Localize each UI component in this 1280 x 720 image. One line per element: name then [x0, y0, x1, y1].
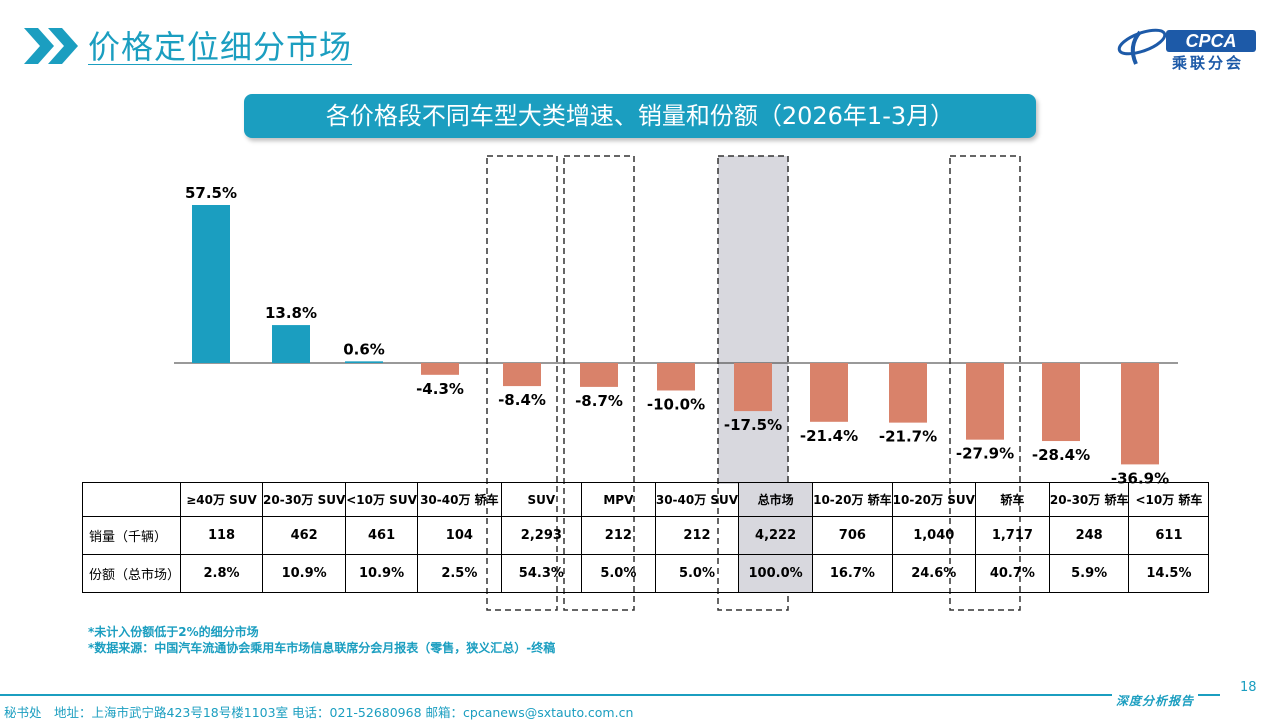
bar: [657, 363, 695, 391]
table-cell: 1,717: [974, 516, 1050, 555]
table-header-cell: 10-20万 SUV: [891, 482, 976, 517]
bar: [421, 363, 459, 375]
dashed-segment-box: [486, 155, 558, 611]
table-cell: 706: [812, 516, 893, 555]
dashed-segment-box: [717, 155, 789, 611]
table-header-cell: 总市场: [738, 482, 814, 517]
footnote-data-source: *数据来源：中国汽车流通协会乘用车市场信息联席分会月报表（零售，狭义汇总）-终稿: [88, 641, 556, 655]
bar-value-label: 57.5%: [185, 184, 237, 202]
bar: [1121, 363, 1159, 465]
bar: [272, 325, 310, 363]
bar: [345, 361, 383, 363]
bar-value-label: -8.7%: [575, 392, 623, 410]
table-cell: 212: [580, 516, 656, 555]
table-cell: 104: [416, 516, 502, 555]
table-header-cell: 轿车: [974, 482, 1050, 517]
bar: [580, 363, 618, 387]
dashed-segment-box: [949, 155, 1021, 611]
bar-value-label: -27.9%: [956, 445, 1014, 463]
table-cell: 461: [345, 516, 418, 555]
table-cell: 54.3%: [500, 554, 582, 593]
table-cell: 5.9%: [1048, 554, 1130, 593]
table-cell: 40.7%: [974, 554, 1050, 593]
table-header-cell: 20-30万 轿车: [1048, 482, 1130, 517]
table-cell: 611: [1128, 516, 1210, 555]
double-chevron-icon: [24, 28, 78, 64]
bar-value-label: -4.3%: [416, 380, 464, 398]
bar: [889, 363, 927, 423]
footnotes: *未计入份额低于2%的细分市场 *数据来源：中国汽车流通协会乘用车市场信息联席分…: [88, 624, 555, 656]
table-cell: 212: [654, 516, 740, 555]
footer-divider: [0, 694, 1220, 696]
table-corner-cell: [81, 482, 182, 517]
table-row-sales: 销量（千辆） 118 462 461 104 2,293 212 212 4,222 706 1,…: [81, 516, 1210, 555]
svg-text:CPCA: CPCA: [1185, 31, 1236, 51]
bar: [192, 205, 230, 363]
table-cell: 100.0%: [738, 554, 814, 593]
bar-value-label: -10.0%: [647, 395, 705, 413]
table-header-cell: 30-40万 SUV: [654, 482, 740, 517]
table-cell: 2.8%: [180, 554, 264, 593]
table-header-cell: SUV: [500, 482, 582, 517]
bar-value-label: -17.5%: [724, 416, 782, 434]
table-header-row: ≥40万 SUV 20-30万 SUV <10万 SUV 30-40万 轿车 SUV MP…: [81, 482, 1210, 517]
logo-subtitle: 乘联分会: [1172, 54, 1245, 72]
chart-title: 各价格段不同车型大类增速、销量和份额（2026年1-3月）: [244, 94, 1036, 138]
bar: [810, 363, 848, 422]
table-cell: 118: [180, 516, 264, 555]
table-cell: 2.5%: [416, 554, 502, 593]
table-header-cell: 30-40万 轿车: [416, 482, 502, 517]
table-header-cell: MPV: [580, 482, 656, 517]
table-cell: 16.7%: [812, 554, 893, 593]
row-label-share: 份额（总市场）: [81, 554, 182, 593]
bar-value-label: -21.7%: [879, 428, 937, 446]
bar-value-label: -28.4%: [1032, 446, 1090, 464]
table-header-cell: ≥40万 SUV: [180, 482, 264, 517]
table-cell: 24.6%: [891, 554, 976, 593]
bar-value-label: 0.6%: [343, 340, 385, 358]
bar: [734, 363, 772, 412]
table-cell: 10.9%: [262, 554, 347, 593]
total-market-highlight: [718, 156, 788, 484]
table-cell: 5.0%: [580, 554, 656, 593]
bar-value-label: 13.8%: [265, 304, 317, 322]
table-cell: 462: [262, 516, 347, 555]
bar-value-label: -8.4%: [498, 391, 546, 409]
bar: [503, 363, 541, 387]
table-cell: 1,040: [891, 516, 976, 555]
data-table: ≥40万 SUV 20-30万 SUV <10万 SUV 30-40万 轿车 SUV MP…: [81, 482, 1210, 593]
dashed-segment-box: [563, 155, 635, 611]
footnote-share-threshold: *未计入份额低于2%的细分市场: [88, 625, 259, 639]
footer-report-label: 深度分析报告: [1112, 692, 1199, 709]
bar-value-label: -21.4%: [800, 427, 858, 445]
bar: [1042, 363, 1080, 442]
table-header-cell: <10万 SUV: [345, 482, 418, 517]
table-cell: 2,293: [500, 516, 582, 555]
bar: [966, 363, 1004, 440]
footer-contact-info: 秘书处 地址：上海市武宁路423号18号楼1103室 电话：021-526809…: [4, 705, 634, 720]
row-label-sales: 销量（千辆）: [81, 516, 182, 555]
table-cell: 248: [1048, 516, 1130, 555]
table-cell: 5.0%: [654, 554, 740, 593]
table-cell: 10.9%: [345, 554, 418, 593]
page-title: 价格定位细分市场: [88, 28, 353, 66]
table-header-cell: <10万 轿车: [1128, 482, 1210, 517]
table-header-cell: 10-20万 轿车: [812, 482, 893, 517]
table-row-share: 份额（总市场） 2.8% 10.9% 10.9% 2.5% 54.3% 5.0% 5.0% 1…: [81, 554, 1210, 593]
page-number: 18: [1240, 680, 1257, 695]
table-header-cell: 20-30万 SUV: [262, 482, 347, 517]
table-cell: 14.5%: [1128, 554, 1210, 593]
table-cell: 4,222: [738, 516, 814, 555]
cpca-logo: CPCA: [1117, 28, 1256, 65]
